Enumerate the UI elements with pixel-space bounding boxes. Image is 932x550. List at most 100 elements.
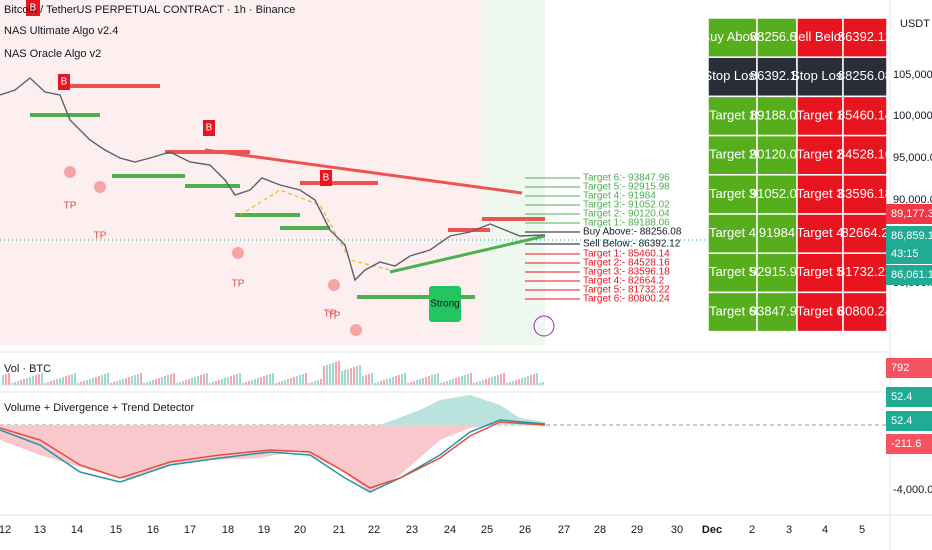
bull-zone bbox=[482, 0, 545, 345]
volume-bar bbox=[155, 379, 157, 385]
osc-badge-text: 52.4 bbox=[891, 391, 912, 403]
volume-bar bbox=[56, 379, 58, 385]
b-marker bbox=[58, 74, 70, 90]
volume-bar bbox=[536, 373, 538, 385]
volume-bar bbox=[383, 380, 385, 385]
tp-dot bbox=[328, 279, 340, 291]
table-text: Target 2 bbox=[709, 147, 756, 162]
volume-bar bbox=[296, 376, 298, 385]
volume-bar bbox=[344, 370, 346, 385]
osc-badge bbox=[886, 434, 932, 454]
table-text: 91984 bbox=[759, 225, 795, 240]
volume-bar bbox=[227, 377, 229, 385]
table-text: 92915.98 bbox=[750, 264, 804, 279]
zigzag bbox=[239, 189, 391, 271]
volume-bar bbox=[521, 378, 523, 385]
volume-bar bbox=[500, 374, 502, 385]
time-label: 2 bbox=[749, 524, 755, 536]
buy-target-label: Target 3:- 91052.02 bbox=[583, 200, 670, 211]
table-text: 89188.06 bbox=[750, 107, 804, 122]
target-ladder bbox=[525, 177, 580, 300]
table-text: Stop Loss bbox=[791, 68, 849, 83]
time-label: 25 bbox=[481, 524, 493, 536]
volume-bar bbox=[347, 369, 349, 385]
volume-bar bbox=[338, 361, 340, 385]
volume-bar bbox=[491, 377, 493, 385]
table-text: 85460.14 bbox=[838, 107, 892, 122]
indicator-name: NAS Ultimate Algo v2.4 bbox=[4, 25, 118, 37]
sell-target-label: Target 1:- 85460.14 bbox=[583, 249, 670, 260]
volume-bar bbox=[71, 374, 73, 385]
volume-bar bbox=[467, 374, 469, 385]
osc-badge bbox=[886, 387, 932, 407]
time-label: 13 bbox=[34, 524, 46, 536]
volume-bar bbox=[104, 374, 106, 385]
volume-bar bbox=[50, 381, 52, 385]
trend-line bbox=[389, 234, 546, 274]
price-badge-text: 86,859.1 bbox=[891, 230, 932, 242]
volume-bar bbox=[494, 376, 496, 385]
volume-bar bbox=[479, 381, 481, 385]
volume-bar bbox=[236, 374, 238, 385]
time-label: 19 bbox=[258, 524, 270, 536]
volume-bar bbox=[482, 380, 484, 385]
volume-bar bbox=[317, 380, 319, 385]
volume-bar bbox=[134, 375, 136, 385]
volume-bar bbox=[257, 378, 259, 385]
volume-bar bbox=[455, 378, 457, 385]
sell-target-label: Target 5:- 81732.22 bbox=[583, 285, 670, 296]
volume-bar bbox=[329, 364, 331, 385]
volume-bar bbox=[5, 374, 7, 385]
volume-bar bbox=[509, 382, 511, 385]
table-cell bbox=[707, 291, 758, 333]
volume-bar bbox=[125, 378, 127, 385]
volume-bar bbox=[428, 376, 430, 385]
volume-bar bbox=[53, 380, 55, 385]
volume-bar bbox=[128, 377, 130, 385]
strong-badge bbox=[429, 286, 461, 322]
volume-bar bbox=[14, 382, 16, 385]
price-badge-text: 86,061.1 bbox=[891, 269, 932, 281]
table-text: Target 4 bbox=[797, 225, 844, 240]
volume-bar bbox=[74, 373, 76, 385]
vol-badge bbox=[886, 358, 932, 378]
time-label: 27 bbox=[558, 524, 570, 536]
price-label: 105,000.0 bbox=[893, 69, 932, 81]
volume-bar bbox=[122, 379, 124, 385]
volume-bar bbox=[89, 379, 91, 385]
volume-bar bbox=[314, 381, 316, 385]
volume-bar bbox=[464, 375, 466, 385]
time-label: 15 bbox=[110, 524, 122, 536]
table-cell bbox=[842, 56, 888, 98]
time-label: 21 bbox=[333, 524, 345, 536]
volume-bar bbox=[431, 375, 433, 385]
volume-bar bbox=[326, 365, 328, 385]
sell-target-label: Target 6:- 80800.24 bbox=[583, 294, 670, 305]
volume-bar bbox=[440, 383, 442, 385]
table-text: Target 6 bbox=[797, 303, 844, 318]
volume-bar bbox=[188, 379, 190, 385]
time-label: 12 bbox=[0, 524, 11, 536]
table-text: Target 5 bbox=[797, 264, 844, 279]
buy-target-label: Target 4:- 91984 bbox=[583, 191, 656, 202]
volume-bar bbox=[473, 383, 475, 385]
price-badge bbox=[886, 204, 932, 224]
volume-bar bbox=[77, 383, 79, 385]
tp-label: TP bbox=[232, 279, 245, 290]
volume-bar bbox=[26, 378, 28, 385]
volume-bar bbox=[398, 375, 400, 385]
time-label: 22 bbox=[368, 524, 380, 536]
volume-bar bbox=[251, 380, 253, 385]
price-label: 100,000.0 bbox=[893, 110, 932, 122]
b-label: B bbox=[61, 77, 68, 88]
volume-bar bbox=[458, 377, 460, 385]
sell-target-label: Target 2:- 84528.16 bbox=[583, 258, 670, 269]
volume-bar bbox=[92, 378, 94, 385]
volume-bar bbox=[80, 382, 82, 385]
volume-bar bbox=[311, 382, 313, 385]
signal-line bbox=[0, 419, 546, 493]
table-cell bbox=[707, 56, 758, 98]
volume-bar bbox=[242, 383, 244, 385]
volume-bar bbox=[404, 373, 406, 385]
